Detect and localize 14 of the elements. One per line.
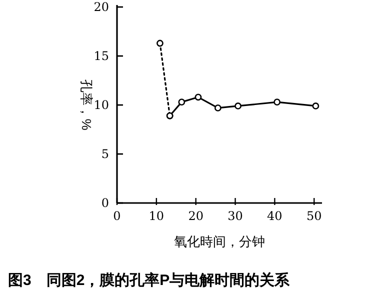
y-tick-label: 0 xyxy=(101,196,109,210)
x-tick-label: 40 xyxy=(267,209,282,223)
y-tick-label: 5 xyxy=(101,147,109,161)
x-tick-label: 20 xyxy=(188,209,204,223)
x-tick-label: 50 xyxy=(306,209,322,223)
y-tick-label: 10 xyxy=(94,98,109,112)
x-tick-label: 10 xyxy=(148,209,164,223)
y-tick-label: 20 xyxy=(94,0,109,14)
x-tick-label: 30 xyxy=(228,209,243,223)
caption: 图3 同图2，膜的孔率P与电解时間的关系 xyxy=(8,271,291,289)
y-tick-label: 15 xyxy=(94,49,109,63)
y-axis-title: 孔率，% xyxy=(79,80,94,131)
x-tick-label: 0 xyxy=(113,209,121,223)
x-axis-title: 氧化時间，分钟 xyxy=(174,234,265,249)
